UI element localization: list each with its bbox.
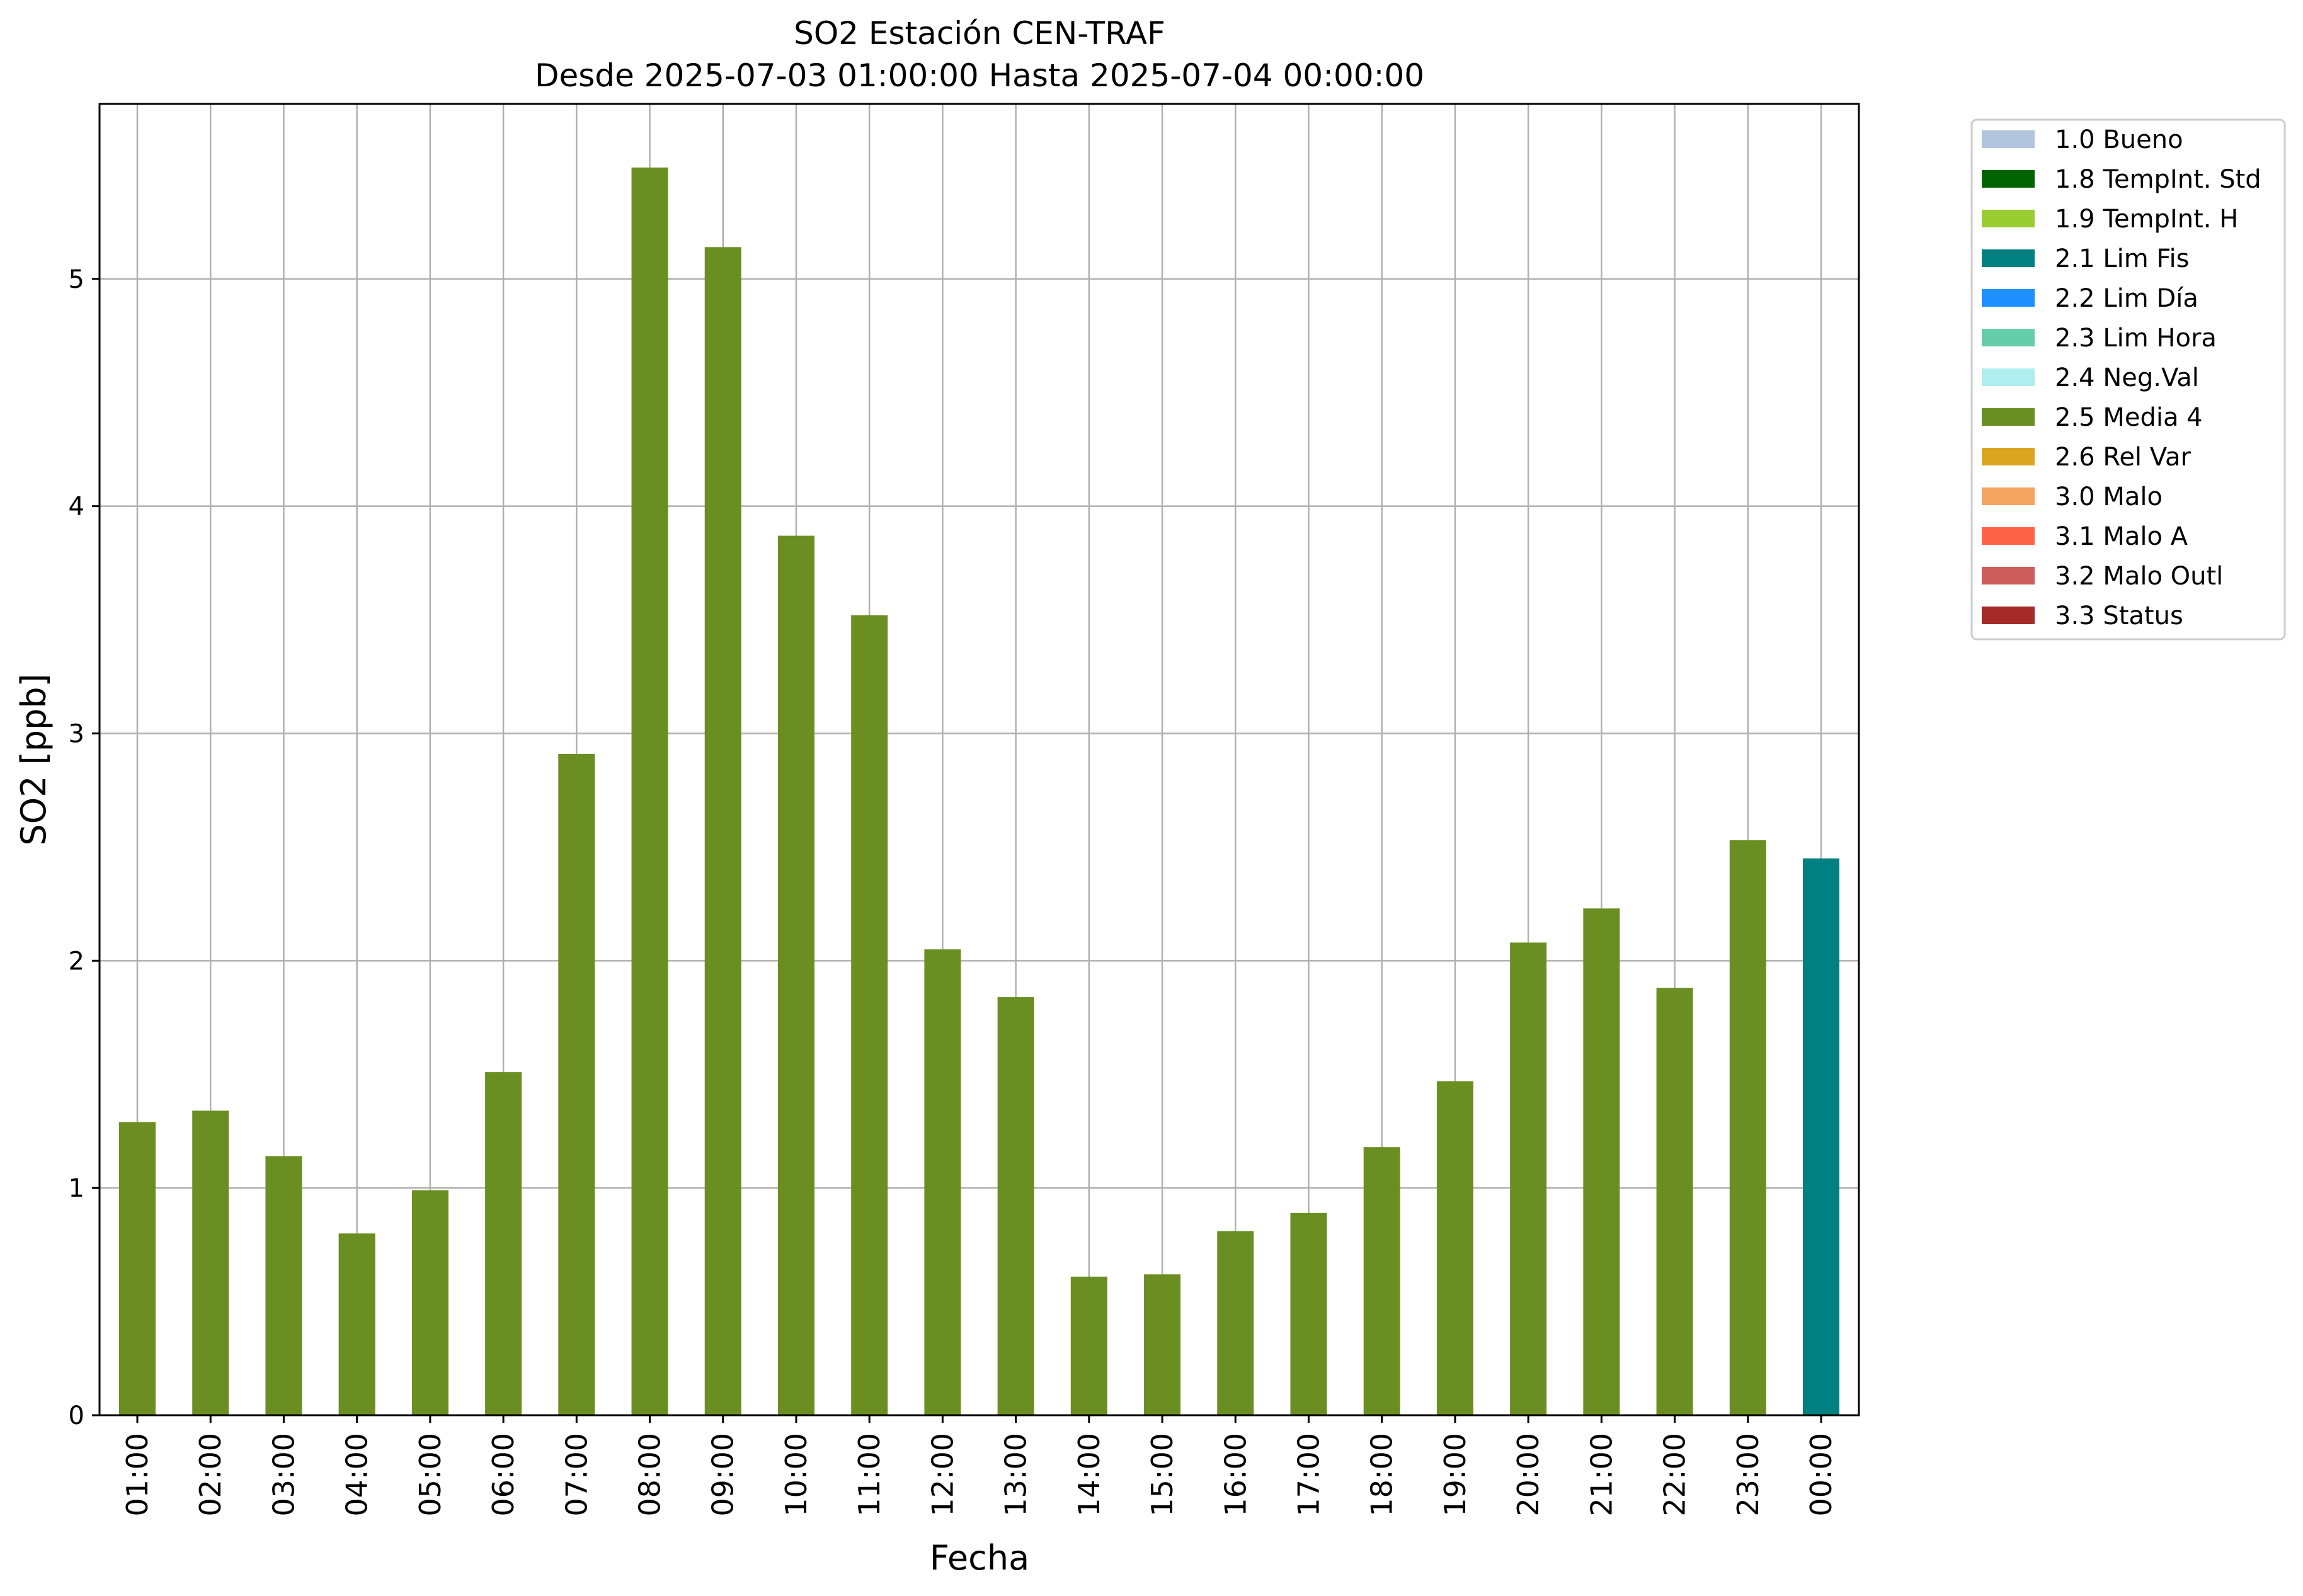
legend-label: 3.2 Malo Outl [2055,562,2223,591]
x-tick-label: 00:00 [1804,1433,1838,1517]
x-axis-label: Fecha [930,1538,1029,1578]
bar [777,535,814,1415]
bar [192,1110,229,1415]
x-tick-label: 11:00 [852,1433,886,1517]
legend-swatch [1982,567,2035,584]
x-tick-label: 06:00 [486,1433,520,1517]
x-tick-label: 19:00 [1438,1433,1472,1517]
x-tick-label: 15:00 [1145,1433,1179,1517]
bar [1290,1212,1327,1415]
bar [704,247,741,1415]
bars [119,168,1839,1415]
legend-label: 2.4 Neg.Val [2055,363,2199,392]
x-tick-label: 09:00 [706,1433,740,1517]
plot-frame [98,103,1860,1416]
bar [1144,1274,1181,1415]
bar [997,997,1034,1415]
bar [631,168,668,1415]
bar [1656,988,1693,1415]
y-tick-label: 3 [69,720,84,749]
bar [485,1072,522,1415]
legend-swatch [1982,329,2035,346]
x-tick-label: 02:00 [193,1433,227,1517]
legend: 1.0 Bueno 1.8 TempInt. Std 1.9 TempInt. H 2… [1970,118,2286,641]
legend-label: 2.2 Lim Día [2055,284,2198,313]
bar [1729,840,1766,1415]
y-tick-label: 2 [69,947,84,976]
legend-swatch [1982,487,2035,505]
bar [558,753,595,1415]
legend-swatch [1982,448,2035,465]
x-tick-label: 12:00 [925,1433,959,1517]
bar [338,1233,375,1415]
bar [1363,1147,1400,1415]
y-tick-label: 1 [69,1174,84,1203]
legend-swatch [1982,408,2035,426]
bar [265,1156,302,1415]
legend-label: 2.3 Lim Hora [2055,324,2217,353]
y-tick-label: 5 [69,265,84,294]
x-tick-label: 18:00 [1365,1433,1399,1517]
legend-swatch [1982,210,2035,227]
legend-label: 3.0 Malo [2055,482,2163,511]
y-axis-label: SO2 [ppb] [14,673,54,845]
bar [1583,908,1620,1415]
x-tick-label: 16:00 [1218,1433,1252,1517]
x-tick-label: 20:00 [1511,1433,1545,1517]
legend-label: 3.1 Malo A [2055,522,2188,551]
legend-swatch [1982,527,2035,545]
legend-frame [1970,118,2286,641]
bar [1803,858,1839,1415]
x-tick-label: 05:00 [413,1433,447,1517]
legend-swatch [1982,289,2035,307]
y-tick-label: 0 [69,1401,84,1430]
bar [119,1122,156,1415]
x-tick-label: 08:00 [633,1433,667,1517]
legend-swatch [1982,130,2035,148]
legend-label: 1.8 TempInt. Std [2055,165,2261,194]
x-tick-label: 17:00 [1291,1433,1325,1517]
legend-label: 2.1 Lim Fis [2055,244,2189,273]
legend-swatch [1982,170,2035,188]
bar [1217,1231,1254,1415]
legend-swatch [1982,607,2035,624]
legend-label: 2.6 Rel Var [2055,443,2192,472]
x-tick-label: 04:00 [340,1433,374,1517]
x-tick-label: 23:00 [1731,1433,1765,1517]
bar [1510,942,1547,1415]
legend-label: 3.3 Status [2055,601,2183,630]
chart-title: SO2 Estación CEN-TRAF [794,15,1165,52]
chart-subtitle: Desde 2025-07-03 01:00:00 Hasta 2025-07-… [535,57,1424,94]
legend-label: 1.0 Bueno [2055,125,2183,154]
x-tick-label: 01:00 [120,1433,154,1517]
legend-label: 1.9 TempInt. H [2055,205,2238,234]
x-tick-label: 13:00 [999,1433,1033,1517]
y-tick-label: 4 [69,493,84,522]
bar [411,1190,449,1415]
legend-swatch [1982,249,2035,267]
bar [1436,1081,1473,1415]
bar [851,615,888,1415]
legend-label: 2.5 Media 4 [2055,403,2203,432]
x-tick-label: 07:00 [559,1433,593,1517]
x-tick-label: 21:00 [1584,1433,1618,1517]
y-axis: 0 1 2 3 4 5 [69,265,100,1430]
bar [924,949,961,1415]
legend-swatch [1982,368,2035,386]
x-tick-label: 14:00 [1072,1433,1106,1517]
x-tick-label: 22:00 [1658,1433,1692,1517]
bar [1070,1276,1107,1415]
x-axis: 01:00 02:00 03:00 04:00 05:00 06:00 07:00 08:00… [120,1415,1838,1517]
x-tick-label: 03:00 [266,1433,300,1517]
x-tick-label: 10:00 [779,1433,813,1517]
